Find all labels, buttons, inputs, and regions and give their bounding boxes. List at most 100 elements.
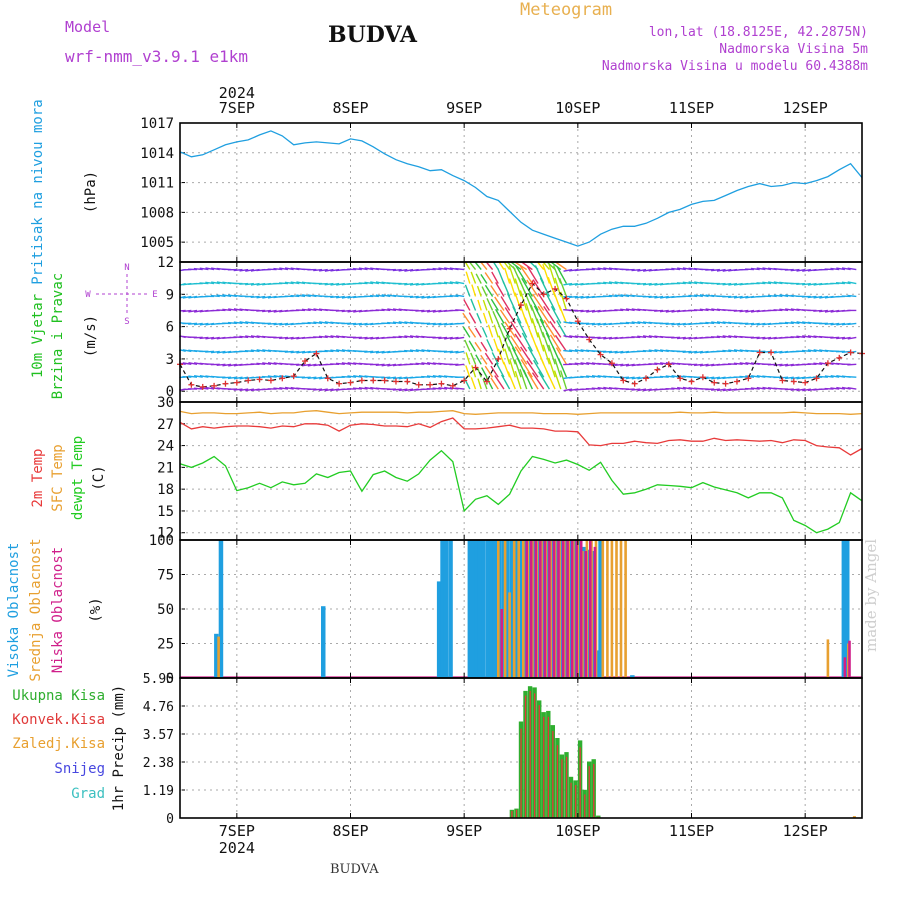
wind-vector (767, 294, 777, 298)
wind-vector (733, 282, 743, 286)
wind-vector (497, 321, 505, 338)
wind-vector (739, 309, 749, 313)
wind-vector (531, 372, 545, 390)
wind-vector (188, 322, 198, 325)
precip-convective-bar (588, 766, 590, 818)
wind-vector (222, 350, 232, 354)
wind-vector (631, 388, 641, 391)
wind-vector (631, 336, 641, 339)
cloud-bar (624, 540, 627, 678)
wind-vector (470, 298, 477, 311)
cloud-bar (443, 540, 449, 678)
wind-vector (543, 305, 556, 324)
wind-vector (750, 322, 760, 326)
wind-vector (179, 295, 186, 299)
wind-vector (336, 349, 345, 353)
wind-vector (336, 282, 345, 286)
wind-vector (438, 386, 448, 390)
model-name: wrf-nmm_v3.9.1 e1km (65, 47, 249, 66)
y-tick-label: 1008 (140, 205, 174, 221)
wind-vector (527, 346, 539, 365)
wind-vector (847, 281, 857, 285)
cloud-bar (217, 636, 220, 678)
y-tick-label: 15 (157, 504, 174, 520)
wind-vector (637, 268, 647, 272)
wind-vector (847, 336, 857, 340)
wind-vector (521, 332, 533, 352)
wind-vector (556, 266, 568, 284)
wind-vector (745, 362, 755, 365)
x-tick-label-bottom: 8SEP (332, 822, 368, 840)
wind-vector (455, 267, 465, 271)
wind-vector (404, 282, 414, 286)
x-tick-label-top: 7SEP (219, 99, 255, 117)
wind-vector (228, 308, 237, 312)
wind-vector (563, 335, 573, 339)
wind-vector (677, 386, 686, 390)
cloud-bar (598, 540, 603, 678)
wind-vector (836, 386, 846, 390)
wind-vector (813, 282, 823, 286)
wind-vector (427, 362, 436, 365)
cloud-bar (630, 675, 635, 678)
wind-vector (205, 336, 215, 340)
wind-vector (284, 281, 294, 285)
y-tick-label: 12 (157, 526, 174, 542)
wind-vector (432, 309, 442, 313)
wind-vector (807, 295, 817, 299)
wind-vector (301, 294, 311, 298)
wind-vector (552, 265, 562, 284)
lonlat-label: lon,lat (18.8125E, 42.2875N) (648, 25, 868, 40)
wind-vector (392, 376, 402, 380)
wind-vector (199, 267, 209, 271)
wind-vector (514, 278, 522, 297)
y-tick-label: 9 (166, 287, 174, 303)
wind-vector (807, 282, 817, 286)
wind-vector (262, 362, 272, 365)
wind-vector (671, 322, 681, 326)
precip-convective-bar (515, 809, 518, 818)
panel-frame (179, 122, 863, 263)
wind-vector (475, 273, 482, 284)
wind-vector (637, 282, 647, 285)
cloud-bar (601, 540, 605, 678)
wind-vector (527, 292, 539, 311)
wind-vector (711, 376, 721, 380)
wind-vector (449, 281, 459, 285)
wind-vector (507, 371, 516, 390)
wind-vector (438, 282, 448, 285)
wind-vector (284, 350, 294, 353)
wind-vector (432, 267, 442, 271)
wind-vector (756, 386, 766, 390)
pressure-unit-label: (hPa) (83, 171, 99, 213)
wind-vector (537, 261, 545, 270)
wind-vector (179, 349, 186, 353)
wind-vector (509, 359, 516, 378)
wind-vector (677, 267, 686, 271)
wind-vector (256, 349, 266, 353)
wind-vector (654, 282, 664, 286)
wind-vector (580, 295, 590, 299)
wind-vector (591, 322, 601, 326)
cloud-bar (489, 540, 494, 678)
wind-vector (353, 374, 362, 378)
footer-city: BUDVA (330, 862, 379, 877)
wind-vector (847, 375, 857, 378)
wind-vector (256, 309, 266, 312)
wind-vector (722, 388, 732, 392)
wind-vector (398, 321, 408, 325)
wind-vector (847, 363, 857, 366)
wind-vector (773, 350, 783, 354)
wind-vector (642, 282, 652, 286)
wind-vector (245, 335, 255, 339)
wind-vector (676, 336, 686, 340)
wind-vector (558, 305, 568, 324)
wind-vector (415, 295, 425, 299)
wind-vector (222, 363, 232, 367)
wind-vector (739, 295, 749, 299)
wind-vector (515, 265, 528, 284)
wind-vector (324, 282, 334, 286)
wind-vector (278, 282, 289, 285)
wind-vector (648, 282, 658, 286)
